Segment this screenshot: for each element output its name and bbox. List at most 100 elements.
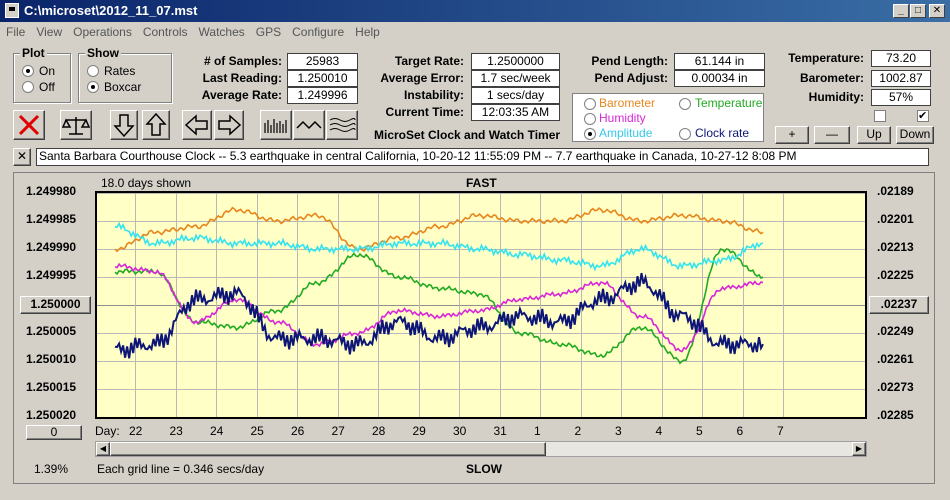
humidity-radio[interactable] (584, 113, 596, 125)
current-time-label: Current Time: (385, 105, 464, 119)
menu-configure[interactable]: Configure (292, 25, 345, 39)
app-icon[interactable] (5, 3, 19, 18)
temperature-label: Temperature: (788, 51, 864, 65)
barometer-radio[interactable] (584, 98, 596, 110)
x-tick: 1 (534, 424, 541, 438)
menu-view[interactable]: View (36, 25, 63, 39)
clock-rate-series (114, 272, 764, 359)
instability-field: 1 secs/day (471, 87, 560, 104)
y-right-tick: .02213 (877, 240, 914, 254)
legend-humidity: Humidity (599, 111, 646, 125)
rates-radio[interactable] (87, 65, 99, 77)
x-tick: 29 (412, 424, 426, 438)
scroll-right-arrow[interactable]: ▶ (852, 442, 866, 456)
scroll-right-button[interactable] (214, 110, 244, 140)
menu-help[interactable]: Help (355, 25, 380, 39)
rate-bars-button[interactable] (260, 110, 292, 140)
temperature-series (114, 248, 764, 365)
scrollbar-thumb[interactable] (110, 442, 546, 456)
menu-controls[interactable]: Controls (142, 25, 188, 39)
move-down-button[interactable] (110, 110, 138, 140)
y-right-tick: .02225 (877, 268, 914, 282)
pend-length-label: Pend Length: (591, 54, 668, 68)
x-tick: 28 (372, 424, 386, 438)
amplitude-radio[interactable] (584, 128, 596, 140)
temperature-radio[interactable] (679, 98, 691, 110)
humidity-series (114, 262, 764, 353)
percent-label: 1.39% (34, 462, 69, 476)
arrow-right-icon (218, 114, 242, 136)
arrow-left-icon (184, 114, 208, 136)
multi-wave-button[interactable] (326, 110, 358, 140)
x-tick: 23 (169, 424, 183, 438)
target-rate-field[interactable]: 1.2500000 (471, 53, 560, 70)
plus-button[interactable]: + (775, 126, 809, 144)
x-tick: 4 (655, 424, 663, 438)
window-title: C:\microset\2012_11_07.mst (24, 3, 198, 18)
center-right-button[interactable]: .02237 (869, 296, 929, 314)
y-left-tick: 1.250005 (26, 324, 77, 338)
barometer-label: Barometer: (799, 71, 864, 85)
delete-button[interactable] (13, 110, 45, 140)
clock-rate-radio[interactable] (679, 128, 691, 140)
zero-button[interactable]: 0 (26, 425, 82, 440)
boxcar-label: Boxcar (104, 80, 142, 94)
scroll-left-button[interactable] (182, 110, 212, 140)
boxcar-radio[interactable] (87, 81, 99, 93)
samples-label: # of Samples: (203, 54, 282, 68)
barometer-series (114, 206, 764, 253)
y-right-tick: .02261 (877, 352, 914, 366)
clear-notes-button[interactable]: ✕ (13, 148, 31, 166)
minimize-button[interactable]: _ (893, 4, 909, 18)
x-tick: 2 (574, 424, 582, 438)
y-left-tick: 1.250015 (26, 380, 77, 394)
center-left-button[interactable]: 1.250000 (20, 296, 91, 314)
maximize-button[interactable]: □ (910, 4, 926, 18)
notes-field[interactable]: Santa Barbara Courthouse Clock -- 5.3 ea… (36, 148, 929, 166)
plot-off-label: Off (39, 80, 55, 94)
current-time-field: 12:03:35 AM (471, 104, 560, 121)
slow-label: SLOW (466, 462, 502, 476)
close-button[interactable]: ✕ (929, 4, 945, 18)
option-checkbox-2[interactable] (917, 109, 929, 122)
menu-file[interactable]: File (6, 25, 26, 39)
y-right-tick: .02249 (877, 324, 914, 338)
wave-button[interactable] (293, 110, 325, 140)
plot-on-radio[interactable] (22, 65, 34, 77)
samples-field: 25983 (287, 53, 358, 70)
up-button[interactable]: Up (857, 126, 891, 144)
option-checkbox-1[interactable] (874, 110, 886, 122)
menu-gps[interactable]: GPS (255, 25, 282, 39)
y-left-tick: 1.249985 (26, 212, 77, 226)
move-up-button[interactable] (142, 110, 170, 140)
menu-watches[interactable]: Watches (198, 25, 245, 39)
minus-button[interactable]: — (814, 126, 850, 144)
plot-area (95, 191, 867, 419)
down-button[interactable]: Down (896, 126, 934, 144)
days-shown-label: 18.0 days shown (101, 176, 192, 190)
y-right-tick: .02201 (877, 212, 914, 226)
menu-operations[interactable]: Operations (73, 25, 132, 39)
grid-note: Each grid line = 0.346 secs/day (97, 462, 265, 476)
balance-button[interactable] (60, 110, 92, 140)
amplitude-series (114, 221, 763, 272)
average-rate-field: 1.249996 (287, 87, 358, 104)
y-right-tick: .02273 (877, 380, 914, 394)
menu-bar: File View Operations Controls Watches GPS Conf… (0, 22, 950, 42)
plot-group: Plot On Off (13, 46, 71, 103)
horizontal-scrollbar[interactable]: ◀ ▶ (95, 441, 867, 457)
scroll-left-arrow[interactable]: ◀ (96, 442, 110, 456)
x-tick: 22 (129, 424, 143, 438)
legend-temperature: Temperature (695, 96, 763, 110)
bars-icon (264, 119, 287, 133)
rate-chart (97, 193, 865, 417)
plot-off-radio[interactable] (22, 81, 34, 93)
arrow-up-icon (145, 112, 167, 136)
timer-title: MicroSet Clock and Watch Timer (374, 128, 561, 142)
average-error-label: Average Error: (380, 71, 464, 85)
y-right-tick: .02285 (877, 408, 914, 422)
series-legend: Barometer Temperature Humidity Amplitude… (572, 93, 764, 142)
y-left-tick: 1.250010 (26, 352, 77, 366)
show-group: Show Rates Boxcar (78, 46, 172, 103)
legend-clock-rate: Clock rate (695, 126, 750, 140)
